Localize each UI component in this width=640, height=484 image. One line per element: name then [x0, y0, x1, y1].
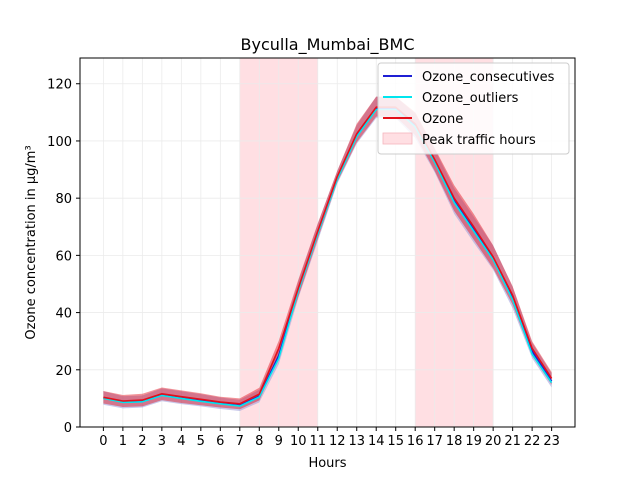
x-tick-label: 20	[485, 434, 502, 449]
series-line-ozone-outliers	[103, 108, 553, 407]
y-tick-label: 100	[47, 135, 72, 150]
legend: Ozone_consecutives Ozone_outliers Ozone Pea…	[377, 62, 570, 155]
legend-label: Ozone	[422, 112, 463, 127]
legend-box	[377, 62, 570, 155]
y-tick-label: 40	[55, 307, 72, 322]
x-tick-label: 23	[543, 434, 560, 449]
y-tick-label: 60	[55, 249, 72, 264]
series-lines	[103, 106, 553, 407]
confidence-band-ozone-consecutives	[103, 96, 552, 411]
x-tick-label: 21	[504, 434, 521, 449]
x-tick-label: 9	[275, 434, 283, 449]
x-tick-label: 6	[216, 434, 224, 449]
x-tick-label: 17	[426, 434, 443, 449]
x-tick-label: 0	[99, 434, 107, 449]
series-line-ozone	[103, 106, 553, 405]
y-tick-label: 120	[47, 78, 72, 93]
x-tick-label: 14	[368, 434, 385, 449]
x-axis-ticks: 0 1 2 3 4 5 6 7 8 9 10 11 12 13 14 15 16 17 18 19 20 21 22 23	[99, 427, 560, 449]
x-tick-label: 7	[236, 434, 244, 449]
y-axis-ticks: 0 20 40 60 80 100 120	[47, 78, 80, 436]
confidence-band-ozone	[103, 96, 552, 410]
confidence-bands	[103, 96, 552, 411]
x-tick-label: 10	[290, 434, 307, 449]
legend-swatch	[382, 132, 413, 145]
x-tick-label: 13	[348, 434, 365, 449]
x-tick-label: 19	[465, 434, 482, 449]
x-tick-label: 2	[138, 434, 146, 449]
x-tick-label: 18	[446, 434, 463, 449]
x-tick-label: 12	[329, 434, 346, 449]
x-tick-label: 1	[119, 434, 127, 449]
x-tick-label: 4	[177, 434, 185, 449]
legend-label: Peak traffic hours	[422, 133, 536, 148]
y-tick-label: 0	[64, 421, 72, 436]
y-axis-label: Ozone concentration in µg/m³	[24, 145, 39, 339]
y-tick-label: 20	[55, 364, 72, 379]
x-tick-label: 11	[309, 434, 326, 449]
legend-label: Ozone_outliers	[422, 91, 519, 106]
x-tick-label: 3	[158, 434, 166, 449]
x-axis-label: Hours	[308, 456, 346, 471]
y-tick-label: 80	[55, 192, 72, 207]
plot-frame	[79, 57, 576, 428]
chart-title: Byculla_Mumbai_BMC	[241, 35, 415, 55]
x-tick-label: 15	[387, 434, 404, 449]
x-tick-label: 5	[197, 434, 205, 449]
legend-label: Ozone_consecutives	[422, 70, 555, 85]
x-tick-label: 16	[407, 434, 424, 449]
x-tick-label: 22	[524, 434, 541, 449]
x-tick-label: 8	[255, 434, 263, 449]
